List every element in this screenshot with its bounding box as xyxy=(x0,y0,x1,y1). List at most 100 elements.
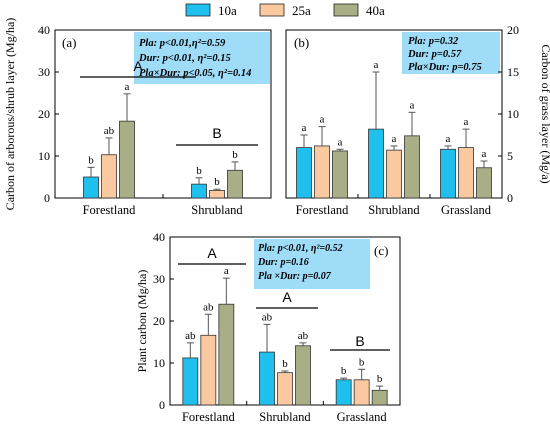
bar-10a xyxy=(259,351,275,406)
stats-box xyxy=(402,32,500,74)
y-tick-label: 10 xyxy=(38,149,50,163)
bar-10a xyxy=(296,147,312,199)
stats-line-1: Pla: p<0.01,η²=0.59 xyxy=(139,38,226,49)
bar-25a xyxy=(353,379,370,406)
legend-swatch-40a xyxy=(333,3,359,17)
group-letter: B xyxy=(212,125,221,141)
significance-letter: b xyxy=(282,358,288,370)
bar-10a xyxy=(191,183,207,199)
significance-letter: ab xyxy=(298,330,309,342)
y-tick-label: 5 xyxy=(507,149,513,163)
stats-box xyxy=(134,32,270,84)
bar-40a xyxy=(332,150,348,199)
bar-40a xyxy=(404,135,420,199)
y-tick-label: 0 xyxy=(159,398,165,412)
bar-40a xyxy=(218,303,235,406)
stats-line-3: Pla×Dur: p<0.05, η²=0.14 xyxy=(139,68,251,79)
stats-line-3: Pla ×Dur: p=0.07 xyxy=(258,271,332,282)
significance-letter: a xyxy=(392,133,397,145)
significance-letter: a xyxy=(374,59,379,71)
y-tick-label: 20 xyxy=(153,314,165,328)
legend-label-40a: 40a xyxy=(366,3,385,18)
significance-letter: a xyxy=(464,116,469,128)
group-letter: A xyxy=(207,245,217,261)
y-tick-label: 30 xyxy=(153,272,165,286)
panel-label: (a) xyxy=(62,35,76,50)
legend-swatch-10a xyxy=(185,3,211,17)
y-tick-label: 10 xyxy=(507,107,519,121)
y-tick-label: 10 xyxy=(153,356,165,370)
bar-10a xyxy=(335,379,352,406)
y-tick-label: 40 xyxy=(38,23,50,37)
significance-letter: a xyxy=(125,81,130,93)
stats-line-3: Pla×Dur: p=0.75 xyxy=(408,62,482,73)
y-tick-label: 30 xyxy=(38,65,50,79)
bar-40a xyxy=(295,345,311,406)
panel-a: (a) Carbon of arborous/shrub layer (Mg/h… xyxy=(3,18,272,217)
legend-label-25a: 25a xyxy=(292,3,311,18)
bar-40a xyxy=(119,120,135,199)
x-tick-label: Shrubland xyxy=(191,203,243,217)
x-tick-label: Grassland xyxy=(337,410,388,424)
stats-line-2: Dur: p<0.01, η²=0.15 xyxy=(138,53,231,64)
bar-25a xyxy=(209,190,225,199)
x-tick-label: Shrubland xyxy=(368,203,420,217)
y-axis-label: Plant carbon (Mg/ha) xyxy=(135,270,149,373)
y-tick-label: 40 xyxy=(153,230,165,244)
panel-b: (b) Carbon of grass layer (Mg/a) Pla: p=… xyxy=(285,23,550,217)
stats-box xyxy=(254,239,370,289)
bar-40a xyxy=(227,169,243,199)
bar-10a xyxy=(440,148,456,199)
bar-25a xyxy=(277,372,293,406)
group-letter: B xyxy=(355,333,364,349)
bar-10a xyxy=(182,357,199,406)
x-tick-label: Grassland xyxy=(441,203,492,217)
bar-10a xyxy=(368,128,384,199)
legend-label-10a: 10a xyxy=(218,3,237,18)
significance-letter: a xyxy=(446,133,451,145)
significance-letter: a xyxy=(410,99,415,111)
panel-c: (c) Plant carbon (Mg/ha) Pla: p<0.01, η²… xyxy=(135,230,401,424)
x-tick-label: Forestland xyxy=(83,203,137,217)
significance-letter: a xyxy=(482,148,487,160)
y-axis-label: Carbon of arborous/shrub layer (Mg/ha) xyxy=(3,18,17,211)
x-tick-label: Shrubland xyxy=(259,410,311,424)
group-letter: A xyxy=(133,58,143,74)
significance-letter: ab xyxy=(185,330,196,342)
bar-25a xyxy=(458,147,474,199)
y-tick-label: 0 xyxy=(44,191,50,205)
significance-letter: a xyxy=(338,136,343,148)
significance-letter: a xyxy=(224,265,229,277)
significance-letter: a xyxy=(320,114,325,126)
significance-letter: b xyxy=(341,365,347,377)
bar-25a xyxy=(386,149,402,199)
panel-label: (b) xyxy=(294,35,309,50)
significance-letter: b xyxy=(196,165,202,177)
y-tick-label: 15 xyxy=(507,65,519,79)
group-letter: A xyxy=(282,289,292,305)
panel-label: (c) xyxy=(374,243,388,258)
significance-letter: b xyxy=(214,176,220,188)
bar-10a xyxy=(83,176,99,199)
significance-letter: ab xyxy=(203,301,214,313)
bar-25a xyxy=(200,334,217,406)
legend: 10a 25a 40a xyxy=(185,3,385,18)
y-axis-label: Carbon of grass layer (Mg/a) xyxy=(539,44,550,183)
legend-swatch-25a xyxy=(259,3,285,17)
bar-25a xyxy=(314,145,330,199)
x-tick-label: Forestland xyxy=(182,410,236,424)
significance-letter: b xyxy=(232,149,238,161)
stats-line-2: Dur: p=0.16 xyxy=(257,257,309,268)
significance-letter: ab xyxy=(262,311,273,323)
significance-letter: b xyxy=(359,356,365,368)
stats-line-1: Pla: p<0.01, η²=0.52 xyxy=(258,243,343,254)
bar-40a xyxy=(371,389,388,406)
y-tick-label: 20 xyxy=(38,107,50,121)
significance-letter: a xyxy=(302,122,307,134)
stats-line-2: Dur: p=0.57 xyxy=(407,49,462,60)
bar-25a xyxy=(101,154,117,199)
y-tick-label: 0 xyxy=(507,191,513,205)
bar-40a xyxy=(476,167,492,199)
significance-letter: b xyxy=(88,154,94,166)
